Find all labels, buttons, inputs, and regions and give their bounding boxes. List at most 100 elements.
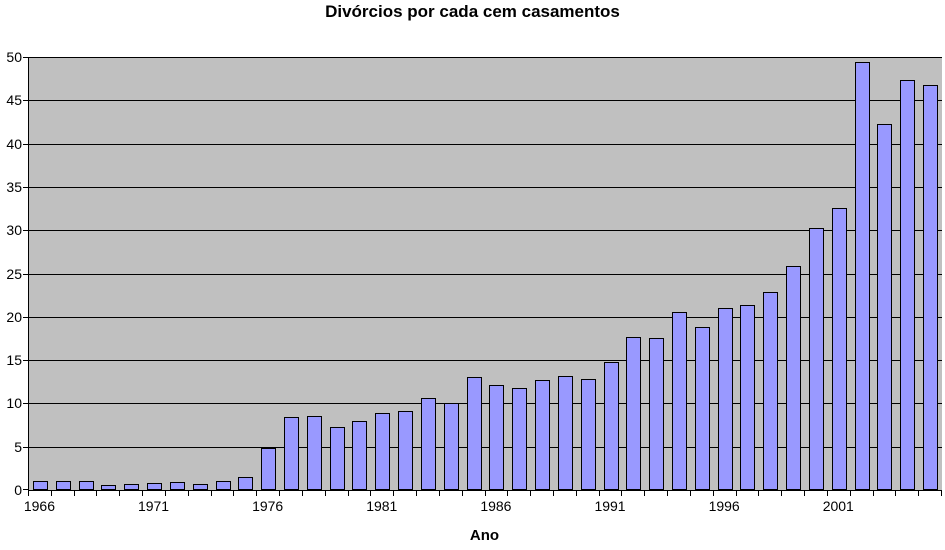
y-tick-label-35: 35 [6, 178, 22, 195]
x-tick-mark [302, 491, 303, 496]
gridline-30 [29, 230, 942, 232]
x-tick-mark [96, 491, 97, 496]
bar-1990 [580, 379, 596, 490]
bar-2001 [831, 208, 847, 490]
y-axis-labels: 0 5 10 15 20 25 30 35 40 45 50 [0, 50, 22, 497]
x-tick-mark [918, 491, 919, 496]
x-tick-mark [211, 491, 212, 496]
y-tick-mark [23, 230, 28, 232]
y-tick-mark [23, 446, 28, 448]
gridline-50 [29, 57, 942, 58]
y-tick-mark [23, 360, 28, 362]
bar-1998 [763, 292, 779, 490]
x-tick-mark [119, 491, 120, 496]
gridline-45 [29, 100, 942, 102]
y-tick-label-40: 40 [6, 135, 22, 152]
y-tick-label-5: 5 [14, 438, 22, 455]
bar-2002 [854, 62, 870, 490]
x-tick-mark [667, 491, 668, 496]
x-tick-mark [439, 491, 440, 496]
x-axis-ticks [28, 491, 942, 496]
y-tick-mark [23, 273, 28, 275]
x-tick-mark [895, 491, 896, 496]
x-tick-mark [530, 491, 531, 496]
bar-1979 [329, 427, 345, 490]
bar-1976 [261, 448, 277, 490]
x-axis-title: Ano [469, 527, 500, 544]
bar-2003 [877, 124, 893, 490]
x-tick-mark [416, 491, 417, 496]
x-tick-label-2001: 2001 [822, 498, 854, 514]
y-tick-mark [23, 316, 28, 318]
bar-2000 [808, 228, 824, 490]
bar-1991 [603, 362, 619, 490]
bar-1987 [512, 388, 528, 490]
bar-1966 [32, 481, 48, 490]
y-tick-mark [23, 100, 28, 102]
x-tick-mark [690, 491, 691, 496]
x-tick-mark [850, 491, 851, 496]
bar-1983 [420, 398, 436, 490]
gridline-10 [29, 403, 942, 405]
x-tick-mark [781, 491, 782, 496]
x-tick-mark [941, 491, 942, 496]
bar-1993 [649, 338, 665, 490]
x-tick-mark [325, 491, 326, 496]
y-tick-label-45: 45 [6, 92, 22, 109]
bar-1971 [147, 483, 163, 490]
bar-1968 [78, 481, 94, 490]
x-tick-mark [736, 491, 737, 496]
x-tick-mark [462, 491, 463, 496]
x-tick-mark [165, 491, 166, 496]
x-tick-label-1996: 1996 [708, 498, 740, 514]
bar-1980 [352, 421, 368, 490]
y-tick-label-15: 15 [6, 352, 22, 369]
chart-title: Divórcios por cada cem casamentos [325, 2, 620, 21]
y-tick-label-30: 30 [6, 222, 22, 239]
bar-1973 [192, 484, 208, 490]
x-tick-mark [713, 491, 714, 496]
x-tick-label-1976: 1976 [252, 498, 284, 514]
x-tick-label-1991: 1991 [594, 498, 626, 514]
y-tick-label-20: 20 [6, 308, 22, 325]
y-tick-label-25: 25 [6, 265, 22, 282]
y-tick-label-0: 0 [14, 482, 22, 498]
gridline-25 [29, 273, 942, 275]
x-tick-mark [553, 491, 554, 496]
x-tick-mark [804, 491, 805, 496]
x-tick-mark [599, 491, 600, 496]
bar-1997 [740, 305, 756, 490]
x-tick-mark [279, 491, 280, 496]
x-tick-mark [644, 491, 645, 496]
x-tick-mark [827, 491, 828, 496]
y-tick-mark [23, 489, 28, 490]
bar-1969 [101, 485, 117, 490]
bar-1981 [375, 413, 391, 490]
bar-1995 [694, 327, 710, 490]
bar-1982 [398, 411, 414, 490]
y-axis-ticks [23, 57, 28, 490]
x-tick-mark [51, 491, 52, 496]
bar-1972 [169, 482, 185, 490]
gridline-40 [29, 143, 942, 145]
x-tick-mark [348, 491, 349, 496]
bar-1970 [124, 484, 140, 490]
y-tick-mark [23, 403, 28, 405]
bar-1974 [215, 481, 231, 490]
bar-1985 [466, 377, 482, 490]
bar-1988 [535, 380, 551, 490]
x-tick-mark [507, 491, 508, 496]
bar-1984 [443, 403, 459, 490]
x-tick-label-1971: 1971 [137, 498, 170, 514]
x-tick-mark [28, 491, 29, 496]
x-tick-mark [370, 491, 371, 496]
x-tick-mark [576, 491, 577, 496]
x-tick-mark [142, 491, 143, 496]
y-tick-mark [23, 57, 28, 58]
bar-1975 [238, 477, 254, 490]
x-tick-mark [485, 491, 486, 496]
x-tick-mark [74, 491, 75, 496]
bar-1999 [786, 266, 802, 490]
x-tick-mark [393, 491, 394, 496]
y-tick-mark [23, 143, 28, 145]
